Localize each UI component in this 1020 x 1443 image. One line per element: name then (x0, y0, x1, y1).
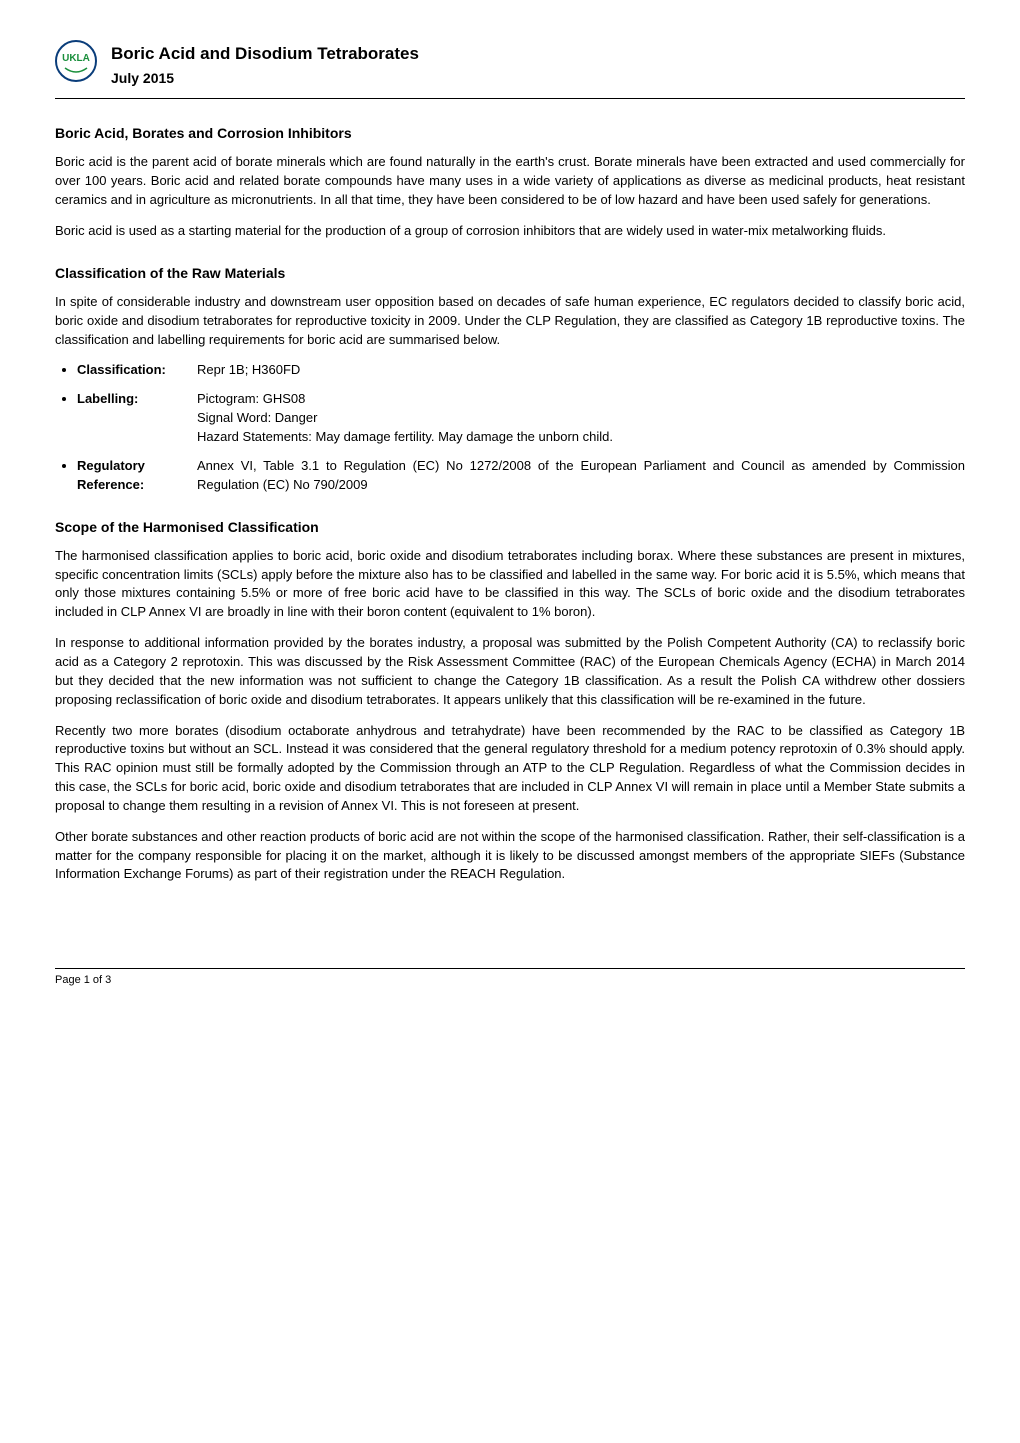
body-paragraph: Other borate substances and other reacti… (55, 828, 965, 885)
meta-label: Classification: (77, 361, 197, 380)
document-title: Boric Acid and Disodium Tetraborates (111, 42, 419, 67)
document-date: July 2015 (111, 68, 419, 88)
meta-value: Repr 1B; H360FD (197, 361, 965, 380)
section-heading: Scope of the Harmonised Classification (55, 517, 965, 537)
page-number: Page 1 of 3 (55, 974, 111, 986)
meta-value-line: Hazard Statements: May damage fertility.… (197, 428, 965, 447)
meta-value-line: Pictogram: GHS08 (197, 390, 965, 409)
section-heading: Boric Acid, Borates and Corrosion Inhibi… (55, 123, 965, 143)
ukla-logo-icon: UKLA (55, 40, 97, 82)
meta-value: Annex VI, Table 3.1 to Regulation (EC) N… (197, 457, 965, 495)
body-paragraph: Boric acid is the parent acid of borate … (55, 153, 965, 210)
list-item: Regulatory Reference: Annex VI, Table 3.… (77, 457, 965, 495)
body-paragraph: In spite of considerable industry and do… (55, 293, 965, 350)
list-item: Classification: Repr 1B; H360FD (77, 361, 965, 380)
meta-label: Labelling: (77, 390, 197, 447)
document-header: UKLA Boric Acid and Disodium Tetraborate… (55, 40, 965, 99)
meta-label: Regulatory Reference: (77, 457, 197, 495)
meta-value: Pictogram: GHS08 Signal Word: Danger Haz… (197, 390, 965, 447)
list-item: Labelling: Pictogram: GHS08 Signal Word:… (77, 390, 965, 447)
body-paragraph: Recently two more borates (disodium octa… (55, 722, 965, 816)
section-heading: Classification of the Raw Materials (55, 263, 965, 283)
classification-list: Classification: Repr 1B; H360FD Labellin… (55, 361, 965, 494)
meta-value-line: Signal Word: Danger (197, 409, 965, 428)
body-paragraph: Boric acid is used as a starting materia… (55, 222, 965, 241)
page-footer: Page 1 of 3 (55, 968, 965, 989)
body-paragraph: The harmonised classification applies to… (55, 547, 965, 622)
body-paragraph: In response to additional information pr… (55, 634, 965, 709)
svg-text:UKLA: UKLA (62, 53, 90, 64)
header-text-block: Boric Acid and Disodium Tetraborates Jul… (111, 40, 419, 88)
